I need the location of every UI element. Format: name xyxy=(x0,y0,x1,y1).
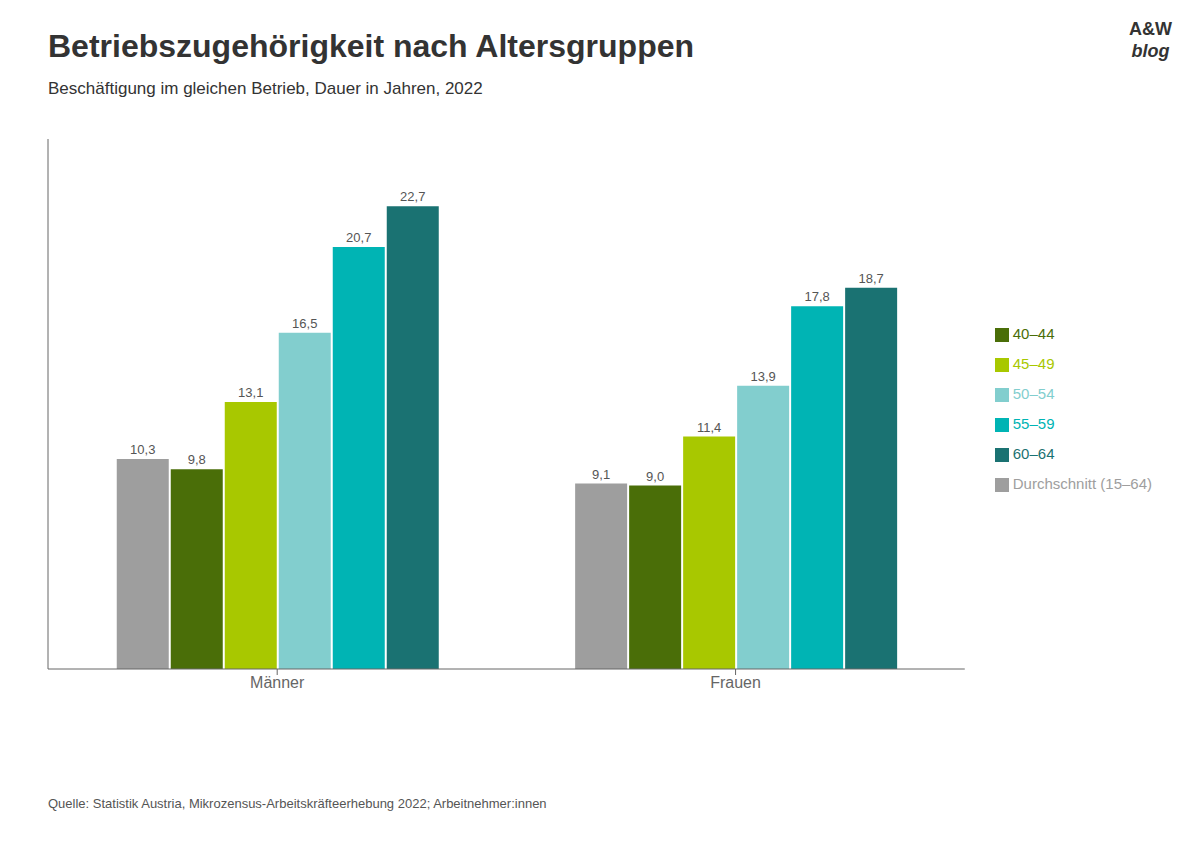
svg-text:Frauen: Frauen xyxy=(710,674,761,691)
html-text:60–64: 60–64 xyxy=(1012,445,1055,462)
svg-text:13,9: 13,9 xyxy=(750,369,775,384)
svg-text:20,7: 20,7 xyxy=(346,230,371,245)
html-text:blog: blog xyxy=(1131,41,1170,61)
html-text:45–49: 45–49 xyxy=(1012,355,1055,372)
html-text:A&W: A&W xyxy=(1129,19,1172,39)
svg-text:13,1: 13,1 xyxy=(238,385,263,400)
svg-text:Männer: Männer xyxy=(250,674,305,691)
html-text:Beschäftigung im gleichen Betr: Beschäftigung im gleichen Betrieb, Dauer… xyxy=(48,79,483,98)
html-text:Quelle: Statistik Austria, Mik: Quelle: Statistik Austria, Mikrozensus-A… xyxy=(48,796,547,811)
html-text:40–44: 40–44 xyxy=(1012,325,1055,342)
html-text:55–59: 55–59 xyxy=(1012,415,1055,432)
svg-text:9,1: 9,1 xyxy=(592,467,610,482)
html-text:Durchschnitt (15–64): Durchschnitt (15–64) xyxy=(1012,475,1152,492)
svg-text:22,7: 22,7 xyxy=(400,189,425,204)
svg-text:9,8: 9,8 xyxy=(188,452,206,467)
svg-text:18,7: 18,7 xyxy=(858,271,883,286)
svg-text:10,3: 10,3 xyxy=(130,442,155,457)
svg-text:11,4: 11,4 xyxy=(697,420,721,435)
svg-text:17,8: 17,8 xyxy=(804,289,829,304)
svg-text:9,0: 9,0 xyxy=(646,469,664,484)
svg-text:16,5: 16,5 xyxy=(292,316,317,331)
html-text:50–54: 50–54 xyxy=(1012,385,1055,402)
html-text:Betriebszugehörigkeit nach Alt: Betriebszugehörigkeit nach Altersgruppen xyxy=(48,28,694,64)
